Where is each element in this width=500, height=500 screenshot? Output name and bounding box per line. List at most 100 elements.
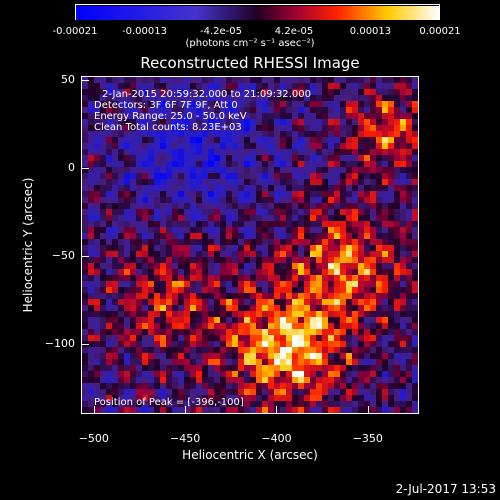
heatmap-cell bbox=[412, 359, 418, 366]
heatmap-cell bbox=[274, 161, 281, 168]
heatmap-cell bbox=[178, 239, 185, 246]
heatmap-cell bbox=[100, 293, 107, 300]
heatmap-cell bbox=[220, 257, 227, 264]
heatmap-cell bbox=[298, 269, 305, 276]
heatmap-cell bbox=[310, 167, 317, 174]
heatmap-cell bbox=[388, 167, 395, 174]
heatmap-cell bbox=[130, 89, 137, 96]
heatmap-cell bbox=[124, 179, 131, 186]
heatmap-cell bbox=[400, 353, 407, 360]
heatmap-cell bbox=[220, 383, 227, 390]
heatmap-cell bbox=[286, 359, 293, 366]
heatmap-cell bbox=[214, 203, 221, 210]
heatmap-cell bbox=[256, 101, 263, 108]
heatmap-cell bbox=[118, 113, 125, 120]
heatmap-cell bbox=[304, 197, 311, 204]
heatmap-cell bbox=[322, 83, 329, 90]
heatmap-cell bbox=[196, 329, 203, 336]
heatmap-cell bbox=[220, 407, 227, 413]
heatmap-cell bbox=[328, 329, 335, 336]
heatmap-cell bbox=[190, 341, 197, 348]
heatmap-cell bbox=[112, 221, 119, 228]
heatmap-cell bbox=[334, 113, 341, 120]
heatmap-cell bbox=[280, 341, 287, 348]
heatmap-cell bbox=[328, 305, 335, 312]
heatmap-cell bbox=[262, 173, 269, 180]
heatmap-cell bbox=[322, 269, 329, 276]
heatmap-cell bbox=[334, 227, 341, 234]
heatmap-cell bbox=[364, 191, 371, 198]
heatmap-cell bbox=[154, 215, 161, 222]
heatmap-cell bbox=[316, 197, 323, 204]
heatmap-cell bbox=[88, 119, 95, 126]
heatmap-cell bbox=[256, 137, 263, 144]
heatmap-cell bbox=[268, 389, 275, 396]
heatmap-cell bbox=[220, 203, 227, 210]
heatmap-cell bbox=[406, 239, 413, 246]
heatmap-cell bbox=[286, 305, 293, 312]
heatmap-cell bbox=[148, 227, 155, 234]
heatmap-cell bbox=[346, 131, 353, 138]
heatmap-cell bbox=[376, 317, 383, 324]
heatmap-cell bbox=[376, 293, 383, 300]
heatmap-cell bbox=[106, 113, 113, 120]
colorbar-tick-label: 0.00021 bbox=[419, 26, 461, 37]
heatmap-cell bbox=[238, 101, 245, 108]
heatmap-cell bbox=[226, 389, 233, 396]
heatmap-cell bbox=[130, 335, 137, 342]
heatmap-cell bbox=[202, 275, 209, 282]
heatmap-cell bbox=[352, 287, 359, 294]
heatmap-cell bbox=[334, 125, 341, 132]
heatmap-cell bbox=[160, 353, 167, 360]
heatmap-cell bbox=[412, 179, 418, 186]
heatmap-cell bbox=[250, 383, 257, 390]
heatmap-cell bbox=[370, 323, 377, 330]
heatmap-cell bbox=[412, 383, 418, 390]
heatmap-cell bbox=[298, 245, 305, 252]
heatmap-cell bbox=[238, 389, 245, 396]
heatmap-cell bbox=[256, 215, 263, 222]
heatmap-cell bbox=[364, 299, 371, 306]
heatmap-cell bbox=[268, 317, 275, 324]
heatmap-cell bbox=[94, 323, 101, 330]
heatmap-cell bbox=[328, 377, 335, 384]
heatmap-cell bbox=[310, 377, 317, 384]
heatmap-cell bbox=[376, 77, 383, 84]
heatmap-cell bbox=[202, 173, 209, 180]
heatmap-cell bbox=[400, 317, 407, 324]
heatmap-cell bbox=[352, 269, 359, 276]
heatmap-cell bbox=[400, 365, 407, 372]
heatmap-cell bbox=[196, 269, 203, 276]
heatmap-cell bbox=[238, 323, 245, 330]
heatmap-cell bbox=[148, 83, 155, 90]
heatmap-cell bbox=[406, 359, 413, 366]
heatmap-cell bbox=[370, 107, 377, 114]
heatmap-cell bbox=[256, 221, 263, 228]
heatmap-cell bbox=[208, 395, 215, 402]
heatmap-cell bbox=[322, 155, 329, 162]
heatmap-cell bbox=[364, 389, 371, 396]
heatmap-cell bbox=[280, 239, 287, 246]
heatmap-cell bbox=[394, 275, 401, 282]
heatmap-cell bbox=[88, 125, 95, 132]
heatmap-cell bbox=[400, 281, 407, 288]
heatmap-cell bbox=[292, 329, 299, 336]
heatmap-cell bbox=[100, 275, 107, 282]
heatmap-cell bbox=[358, 395, 365, 402]
heatmap-cell bbox=[214, 323, 221, 330]
heatmap-cell bbox=[316, 209, 323, 216]
heatmap-cell bbox=[400, 227, 407, 234]
heatmap-cell bbox=[286, 125, 293, 132]
heatmap-cell bbox=[232, 149, 239, 156]
heatmap-cell bbox=[334, 221, 341, 228]
heatmap-cell bbox=[340, 101, 347, 108]
heatmap-cell bbox=[100, 125, 107, 132]
info-peak-position: Position of Peak = [-396,-100] bbox=[94, 397, 244, 408]
heatmap-cell bbox=[406, 257, 413, 264]
heatmap-cell bbox=[130, 107, 137, 114]
heatmap-cell bbox=[370, 197, 377, 204]
heatmap-cell bbox=[142, 251, 149, 258]
heatmap-cell bbox=[268, 119, 275, 126]
heatmap-cell bbox=[388, 185, 395, 192]
heatmap-cell bbox=[304, 389, 311, 396]
